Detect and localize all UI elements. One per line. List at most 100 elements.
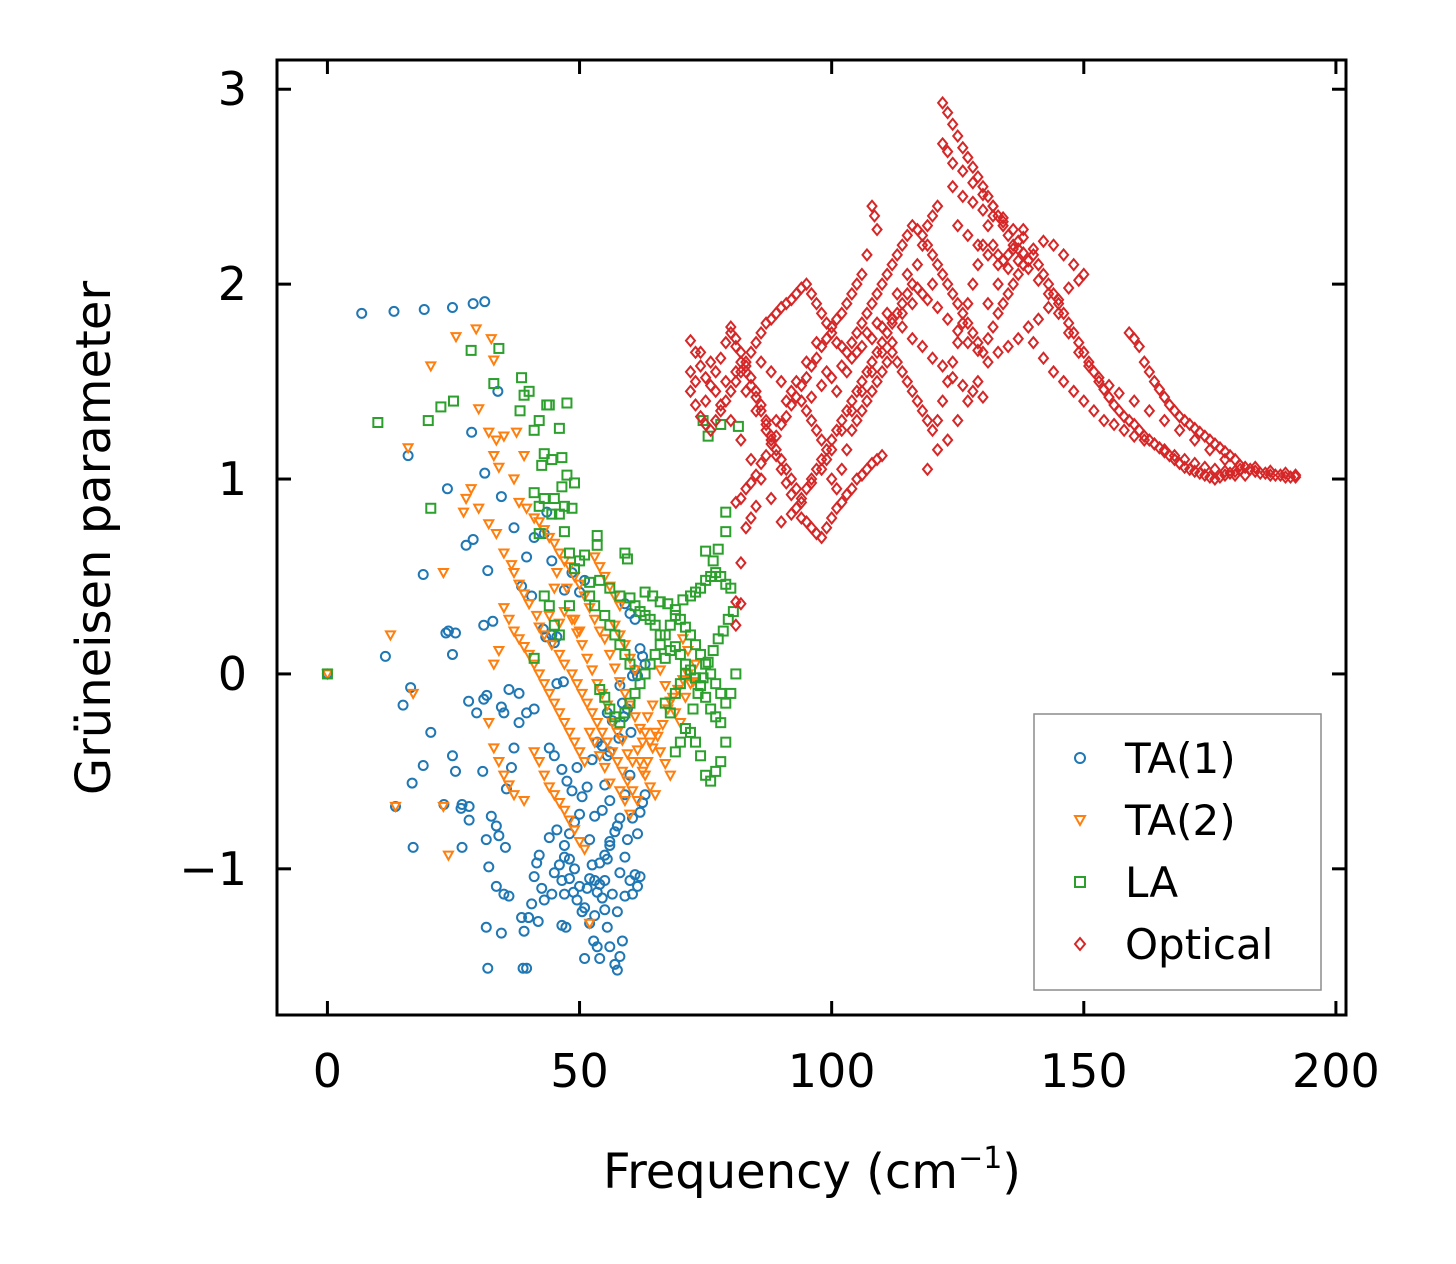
data-point [1083, 355, 1095, 370]
data-point [456, 841, 468, 853]
data-point [520, 503, 533, 515]
data-point [599, 849, 611, 861]
legend-frame [1033, 713, 1322, 991]
data-point [558, 718, 571, 730]
data-point [695, 680, 707, 692]
data-point [1017, 222, 1030, 237]
data-point [528, 652, 540, 664]
data-point [780, 462, 793, 477]
data-point [886, 345, 898, 360]
data-point [840, 296, 853, 311]
data-point [977, 238, 989, 253]
data-point [479, 467, 491, 479]
data-point [480, 834, 492, 846]
data-point [1032, 312, 1045, 327]
data-point [725, 384, 737, 399]
data-point [603, 778, 617, 790]
data-point [588, 935, 600, 947]
data-point [664, 619, 676, 631]
data-point [830, 335, 843, 350]
data-point [987, 208, 999, 223]
data-point [1219, 452, 1231, 467]
data-point [735, 555, 747, 570]
data-point [604, 836, 616, 848]
data-point [611, 820, 623, 832]
data-point [866, 296, 878, 311]
data-point [982, 355, 994, 370]
data-point [532, 915, 544, 927]
data-point [472, 503, 485, 515]
data-point [558, 839, 570, 851]
data-point [629, 600, 641, 612]
data-point [715, 687, 727, 699]
data-point [517, 642, 531, 654]
data-point [846, 403, 858, 418]
data-point [527, 513, 541, 525]
data-point [628, 712, 642, 724]
data-point [916, 238, 929, 253]
data-point [648, 727, 662, 739]
data-point [543, 532, 556, 545]
data-point [1264, 464, 1277, 479]
data-point [569, 477, 581, 489]
data-point [497, 770, 511, 782]
data-point [621, 553, 633, 565]
data-point [977, 179, 989, 194]
data-point [464, 484, 478, 496]
data-point [533, 415, 545, 427]
data-point [528, 871, 540, 883]
data-point [604, 582, 616, 594]
data-point [1289, 468, 1302, 483]
data-point [469, 324, 483, 336]
data-point [709, 384, 722, 399]
data-point [643, 782, 657, 794]
data-point [437, 801, 450, 814]
data-point [638, 770, 652, 782]
data-point [790, 481, 803, 496]
data-point [1138, 355, 1151, 370]
data-point [629, 869, 641, 881]
data-point [780, 409, 793, 424]
data-point [1219, 464, 1231, 479]
data-point [755, 355, 767, 370]
data-point [621, 834, 633, 846]
data-point [594, 574, 606, 586]
data-point [556, 452, 568, 464]
data-point [632, 880, 644, 892]
data-point [512, 497, 526, 509]
data-point [616, 935, 628, 947]
data-point [820, 520, 833, 535]
data-point [538, 630, 551, 642]
data-point [916, 403, 929, 418]
data-point [709, 413, 722, 428]
data-point [835, 462, 848, 477]
data-point [321, 668, 333, 680]
data-point [770, 413, 783, 428]
data-point [538, 679, 551, 691]
data-point [498, 707, 510, 719]
data-point [659, 681, 672, 693]
data-point [522, 599, 536, 611]
data-point [585, 708, 599, 720]
data-point [956, 189, 969, 204]
data-point [936, 95, 949, 110]
data-point [846, 335, 858, 350]
data-point [557, 676, 569, 688]
data-point [750, 335, 762, 350]
data-point [589, 810, 601, 822]
data-point [590, 718, 604, 730]
data-point [1173, 409, 1186, 424]
data-point [1098, 413, 1110, 428]
legend-entry: LA [1074, 858, 1178, 907]
data-point [1118, 409, 1130, 424]
data-point [735, 433, 747, 448]
data-point [1128, 394, 1141, 409]
data-point [527, 747, 541, 759]
data-point [616, 735, 629, 747]
data-point [422, 415, 434, 427]
data-point [810, 351, 823, 366]
data-point [573, 836, 586, 849]
data-point [583, 727, 596, 739]
y-tick-label: 1 [218, 452, 247, 506]
data-point [604, 795, 616, 807]
